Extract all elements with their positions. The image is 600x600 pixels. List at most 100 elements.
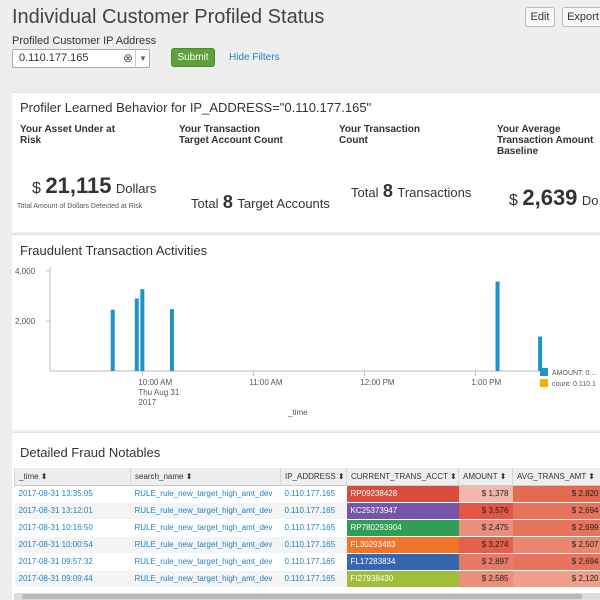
cell-time[interactable]: 2017-08-31 09:57:32 <box>14 553 131 571</box>
cell-ip-address[interactable]: 0.110.177.165 <box>280 485 347 503</box>
table-header-row: _time ⬍ search_name ⬍ IP_ADDRESS ⬍ CURRENT_… <box>14 468 600 486</box>
kpi-title-avg-baseline: Your Average Transaction Amount Baseline <box>497 124 594 157</box>
kpi-prefix: Total <box>191 196 219 211</box>
chart-bar <box>495 281 500 371</box>
submit-button[interactable]: Submit <box>171 48 215 67</box>
y-tick-label: 4,000 <box>15 267 36 276</box>
table-row: 2017-08-31 13:35:05 RULE_rule_new_target_… <box>14 485 600 503</box>
kpi-title-target-accounts: Your Transaction Target Account Count <box>179 124 283 146</box>
column-header-search-name[interactable]: search_name ⬍ <box>130 468 281 486</box>
cell-current-trans-acct: FL17283834 <box>346 553 459 571</box>
cell-amount: $ 3,274 <box>458 536 513 554</box>
cell-search-name[interactable]: RULE_rule_new_target_high_amt_dev <box>130 570 281 588</box>
kpi-unit: Target Accounts <box>237 196 330 211</box>
kpi-subtitle-asset: Total Amount of Dollars Detected at Risk <box>17 203 143 210</box>
column-header-ip-address[interactable]: IP_ADDRESS ⬍ <box>280 468 347 486</box>
cell-current-trans-acct: KC25373947 <box>346 502 459 520</box>
notables-panel: Detailed Fraud Notables _time ⬍ search_na… <box>12 432 600 600</box>
chart-bar <box>134 298 139 371</box>
x-tick-label: 1:00 PM <box>471 378 501 387</box>
cell-avg-trans-amt: $ 2,820 <box>512 485 600 503</box>
cell-search-name[interactable]: RULE_rule_new_target_high_amt_dev <box>130 553 281 571</box>
cell-amount: $ 2,585 <box>458 570 513 588</box>
x-tick-label: 2017 <box>138 398 156 407</box>
kpi-value-avg-baseline: $ 2,639 Do <box>509 185 599 211</box>
table-row: 2017-08-31 10:00:54 RULE_rule_new_target_… <box>14 536 600 554</box>
cell-search-name[interactable]: RULE_rule_new_target_high_amt_dev <box>130 485 281 503</box>
kpi-unit: Do <box>581 193 599 208</box>
kpi-unit: Dollars <box>115 181 157 196</box>
export-button[interactable]: Export <box>562 7 600 27</box>
x-tick-label: Thu Aug 31 <box>138 388 179 397</box>
cell-search-name[interactable]: RULE_rule_new_target_high_amt_dev <box>130 502 281 520</box>
cell-search-name[interactable]: RULE_rule_new_target_high_amt_dev <box>130 519 281 537</box>
cell-avg-trans-amt: $ 2,694 <box>512 553 600 571</box>
hide-filters-link[interactable]: Hide Filters <box>229 52 280 63</box>
cell-search-name[interactable]: RULE_rule_new_target_high_amt_dev <box>130 536 281 554</box>
kpi-number: 21,115 <box>45 173 112 198</box>
kpi-number: 8 <box>222 192 233 212</box>
table-row: 2017-08-31 10:16:50 RULE_rule_new_target_… <box>14 519 600 537</box>
cell-ip-address[interactable]: 0.110.177.165 <box>280 502 347 520</box>
cell-time[interactable]: 2017-08-31 09:09:44 <box>14 570 131 588</box>
column-header-current-trans-acct[interactable]: CURRENT_TRANS_ACCT ⬍ <box>346 468 459 486</box>
cell-amount: $ 3,576 <box>458 502 513 520</box>
cell-ip-address[interactable]: 0.110.177.165 <box>280 519 347 537</box>
chart-bar <box>538 336 543 371</box>
profile-panel: Profiler Learned Behavior for IP_ADDRESS… <box>12 92 600 232</box>
cell-amount: $ 1,378 <box>458 485 513 503</box>
kpi-prefix: Total <box>351 185 379 200</box>
chart-bar <box>140 289 145 371</box>
kpi-value-transactions: Total 8 Transactions <box>351 181 471 202</box>
cell-time[interactable]: 2017-08-31 10:00:54 <box>14 536 131 554</box>
profile-panel-title: Profiler Learned Behavior for IP_ADDRESS… <box>20 100 372 115</box>
ip-address-value: 0.110.177.165 <box>19 52 89 64</box>
kpi-title-asset: Your Asset Under at Risk <box>20 124 116 146</box>
kpi-unit: Transactions <box>397 185 472 200</box>
cell-avg-trans-amt: $ 2,120 <box>512 570 600 588</box>
table-row: 2017-08-31 13:12:01 RULE_rule_new_target_… <box>14 502 600 520</box>
column-header-avg-trans-amt[interactable]: AVG_TRANS_AMT ⬍ <box>512 468 600 486</box>
column-header-amount[interactable]: AMOUNT ⬍ <box>458 468 513 486</box>
dashboard-header: Individual Customer Profiled Status Edit… <box>0 0 600 90</box>
cell-ip-address[interactable]: 0.110.177.165 <box>280 570 347 588</box>
chart-bar <box>169 309 174 371</box>
legend-label: count: 0.110.1 <box>552 381 596 388</box>
chart-bar <box>110 309 115 371</box>
x-tick-label: 11:00 AM <box>249 378 283 387</box>
kpi-value-asset: $ 21,115 Dollars <box>32 173 156 199</box>
cell-current-trans-acct: RP09238428 <box>346 485 459 503</box>
column-header--time[interactable]: _time ⬍ <box>14 468 131 486</box>
kpi-title-transactions: Your Transaction Count <box>339 124 420 146</box>
cell-avg-trans-amt: $ 2,694 <box>512 502 600 520</box>
legend-swatch <box>540 368 548 376</box>
cell-avg-trans-amt: $ 2,507 <box>512 536 600 554</box>
ip-filter-label: Profiled Customer IP Address <box>12 35 157 47</box>
cell-time[interactable]: 2017-08-31 13:35:05 <box>14 485 131 503</box>
x-tick-label: 10:00 AM <box>138 378 172 387</box>
kpi-number: 8 <box>382 181 393 201</box>
cell-ip-address[interactable]: 0.110.177.165 <box>280 536 347 554</box>
scroll-thumb[interactable] <box>22 594 582 599</box>
cell-time[interactable]: 2017-08-31 13:12:01 <box>14 502 131 520</box>
activities-panel: Fraudulent Transaction Activities 2,000 4… <box>12 234 600 430</box>
activities-panel-title: Fraudulent Transaction Activities <box>20 243 208 258</box>
kpi-prefix: $ <box>509 192 518 209</box>
clear-icon[interactable]: ⊗ <box>123 51 134 65</box>
cell-amount: $ 2,897 <box>458 553 513 571</box>
edit-button[interactable]: Edit <box>525 7 555 27</box>
notables-panel-title: Detailed Fraud Notables <box>20 445 161 460</box>
ip-address-input[interactable]: 0.110.177.165 ⊗ ▼ <box>12 49 150 68</box>
page-title: Individual Customer Profiled Status <box>12 6 325 28</box>
chevron-down-icon[interactable]: ▼ <box>135 50 150 67</box>
legend-label: AMOUNT: 0.... <box>552 370 597 377</box>
cell-amount: $ 2,475 <box>458 519 513 537</box>
table-row: 2017-08-31 09:57:32 RULE_rule_new_target_… <box>14 553 600 571</box>
x-tick-label: 12:00 PM <box>360 378 395 387</box>
cell-time[interactable]: 2017-08-31 10:16:50 <box>14 519 131 537</box>
cell-ip-address[interactable]: 0.110.177.165 <box>280 553 347 571</box>
notables-table: _time ⬍ search_name ⬍ IP_ADDRESS ⬍ CURRENT_… <box>14 468 600 588</box>
horizontal-scrollbar[interactable] <box>14 593 600 600</box>
cell-avg-trans-amt: $ 2,699 <box>512 519 600 537</box>
